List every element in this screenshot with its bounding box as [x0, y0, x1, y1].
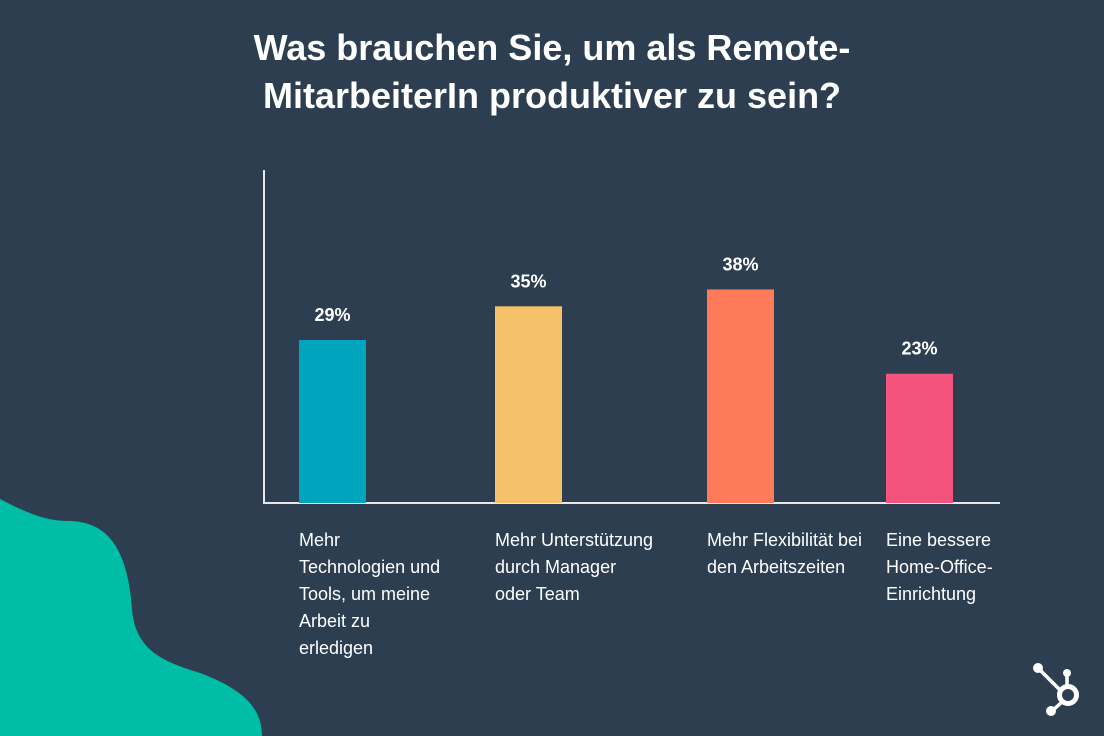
bar-value-label: 38%: [722, 254, 758, 274]
category-label: Mehr Technologien und Tools, um meine Ar…: [299, 530, 441, 658]
bar-value-label: 23%: [901, 339, 937, 359]
category-label: Eine bessere Home-Office-Einrichtung: [886, 530, 993, 604]
bar: [886, 373, 953, 503]
title-line-2: MitarbeiterIn produktiver zu sein?: [262, 75, 842, 116]
bar: [495, 306, 562, 503]
hubspot-logo-icon: [1033, 663, 1079, 716]
title-line-1: Was brauchen Sie, um als Remote-: [253, 27, 851, 68]
bar: [299, 340, 366, 503]
category-label: Mehr Unterstützung durch Manager oder Te…: [495, 530, 654, 604]
bar-value-label: 35%: [510, 271, 546, 291]
category-label: Mehr Flexibilität bei den Arbeitszeiten: [707, 530, 863, 577]
bar-value-label: 29%: [314, 305, 350, 325]
chart-title: Was brauchen Sie, um als Remote- Mitarbe…: [0, 24, 1104, 120]
bar: [707, 289, 774, 503]
